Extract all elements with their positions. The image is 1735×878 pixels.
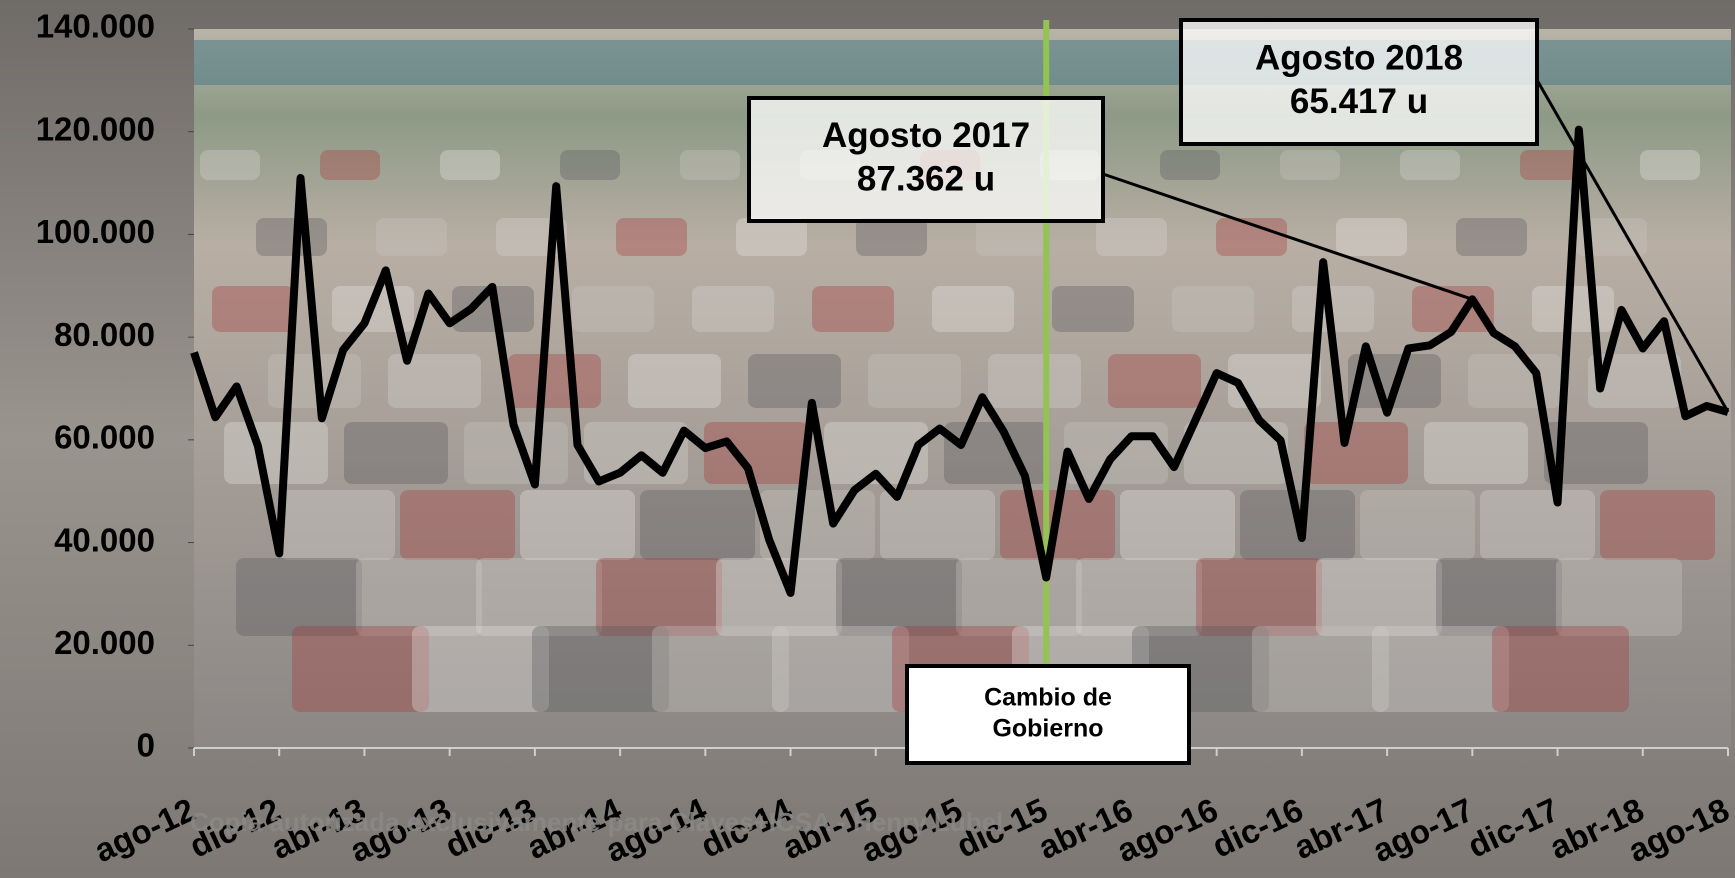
car bbox=[856, 218, 927, 256]
car bbox=[1228, 354, 1321, 408]
y-tick-label: 80.000 bbox=[54, 316, 155, 353]
car bbox=[320, 150, 380, 180]
car bbox=[956, 558, 1082, 636]
y-tick-label: 20.000 bbox=[54, 624, 155, 661]
y-tick-label: 40.000 bbox=[54, 521, 155, 558]
watermark: Copia autorizada exclusivamente para Cla… bbox=[190, 807, 1003, 837]
car bbox=[476, 558, 602, 636]
annotation-box bbox=[905, 664, 1191, 765]
car bbox=[1468, 354, 1561, 408]
car bbox=[1544, 422, 1648, 484]
car bbox=[1096, 218, 1167, 256]
car bbox=[1456, 218, 1527, 256]
car bbox=[280, 490, 395, 560]
y-tick-label: 60.000 bbox=[54, 419, 155, 456]
car bbox=[1492, 626, 1629, 712]
car bbox=[1076, 558, 1202, 636]
callout-leader bbox=[1102, 172, 1473, 301]
callout-leader bbox=[1535, 79, 1730, 413]
car bbox=[1520, 150, 1580, 180]
car bbox=[1252, 626, 1389, 712]
car bbox=[520, 490, 635, 560]
annotation-text: Cambio de bbox=[984, 683, 1112, 711]
car bbox=[1304, 422, 1408, 484]
car bbox=[812, 286, 894, 332]
car bbox=[560, 150, 620, 180]
car bbox=[292, 626, 429, 712]
car bbox=[200, 150, 260, 180]
car bbox=[1588, 354, 1681, 408]
y-tick-label: 120.000 bbox=[36, 110, 155, 147]
car bbox=[1052, 286, 1134, 332]
car bbox=[400, 490, 515, 560]
car bbox=[772, 626, 909, 712]
car bbox=[736, 218, 807, 256]
car bbox=[596, 558, 722, 636]
annotation-box bbox=[747, 96, 1105, 223]
car bbox=[1292, 286, 1374, 332]
car bbox=[1424, 422, 1528, 484]
car bbox=[640, 490, 755, 560]
car bbox=[1108, 354, 1201, 408]
car bbox=[1480, 490, 1595, 560]
car bbox=[532, 626, 669, 712]
car bbox=[988, 354, 1081, 408]
y-tick-label: 100.000 bbox=[36, 213, 155, 250]
car bbox=[388, 354, 481, 408]
car bbox=[1120, 490, 1235, 560]
annotation-text: Agosto 2018 bbox=[1255, 38, 1463, 77]
car bbox=[880, 490, 995, 560]
car bbox=[944, 422, 1048, 484]
y-tick-label: 0 bbox=[137, 727, 155, 764]
annotation-text: Gobierno bbox=[992, 715, 1103, 743]
car bbox=[508, 354, 601, 408]
car bbox=[1600, 490, 1715, 560]
car bbox=[1556, 558, 1682, 636]
car bbox=[704, 422, 808, 484]
car bbox=[1184, 422, 1288, 484]
car bbox=[1196, 558, 1322, 636]
car bbox=[836, 558, 962, 636]
annotation-text: 65.417 u bbox=[1290, 82, 1428, 121]
car bbox=[1372, 626, 1509, 712]
car bbox=[440, 150, 500, 180]
car bbox=[1280, 150, 1340, 180]
car bbox=[976, 218, 1047, 256]
car bbox=[824, 422, 928, 484]
car bbox=[1336, 218, 1407, 256]
car bbox=[376, 218, 447, 256]
car bbox=[868, 354, 961, 408]
car bbox=[236, 558, 362, 636]
car bbox=[344, 422, 448, 484]
annotation-text: 87.362 u bbox=[857, 160, 995, 199]
car bbox=[932, 286, 1014, 332]
annotation-text: Agosto 2017 bbox=[822, 116, 1030, 155]
car bbox=[1216, 218, 1287, 256]
car bbox=[628, 354, 721, 408]
car bbox=[224, 422, 328, 484]
background-cars bbox=[200, 150, 1715, 712]
car bbox=[1436, 558, 1562, 636]
car bbox=[680, 150, 740, 180]
car bbox=[412, 626, 549, 712]
car bbox=[1160, 150, 1220, 180]
car bbox=[1172, 286, 1254, 332]
car bbox=[1576, 218, 1647, 256]
car bbox=[1400, 150, 1460, 180]
car bbox=[1360, 490, 1475, 560]
y-tick-label: 140.000 bbox=[36, 8, 155, 45]
car bbox=[212, 286, 294, 332]
car bbox=[1640, 150, 1700, 180]
car bbox=[616, 218, 687, 256]
car bbox=[748, 354, 841, 408]
annotation-box bbox=[1179, 18, 1539, 146]
car bbox=[692, 286, 774, 332]
car bbox=[572, 286, 654, 332]
car bbox=[256, 218, 327, 256]
car bbox=[652, 626, 789, 712]
car bbox=[356, 558, 482, 636]
car bbox=[1316, 558, 1442, 636]
car bbox=[716, 558, 842, 636]
